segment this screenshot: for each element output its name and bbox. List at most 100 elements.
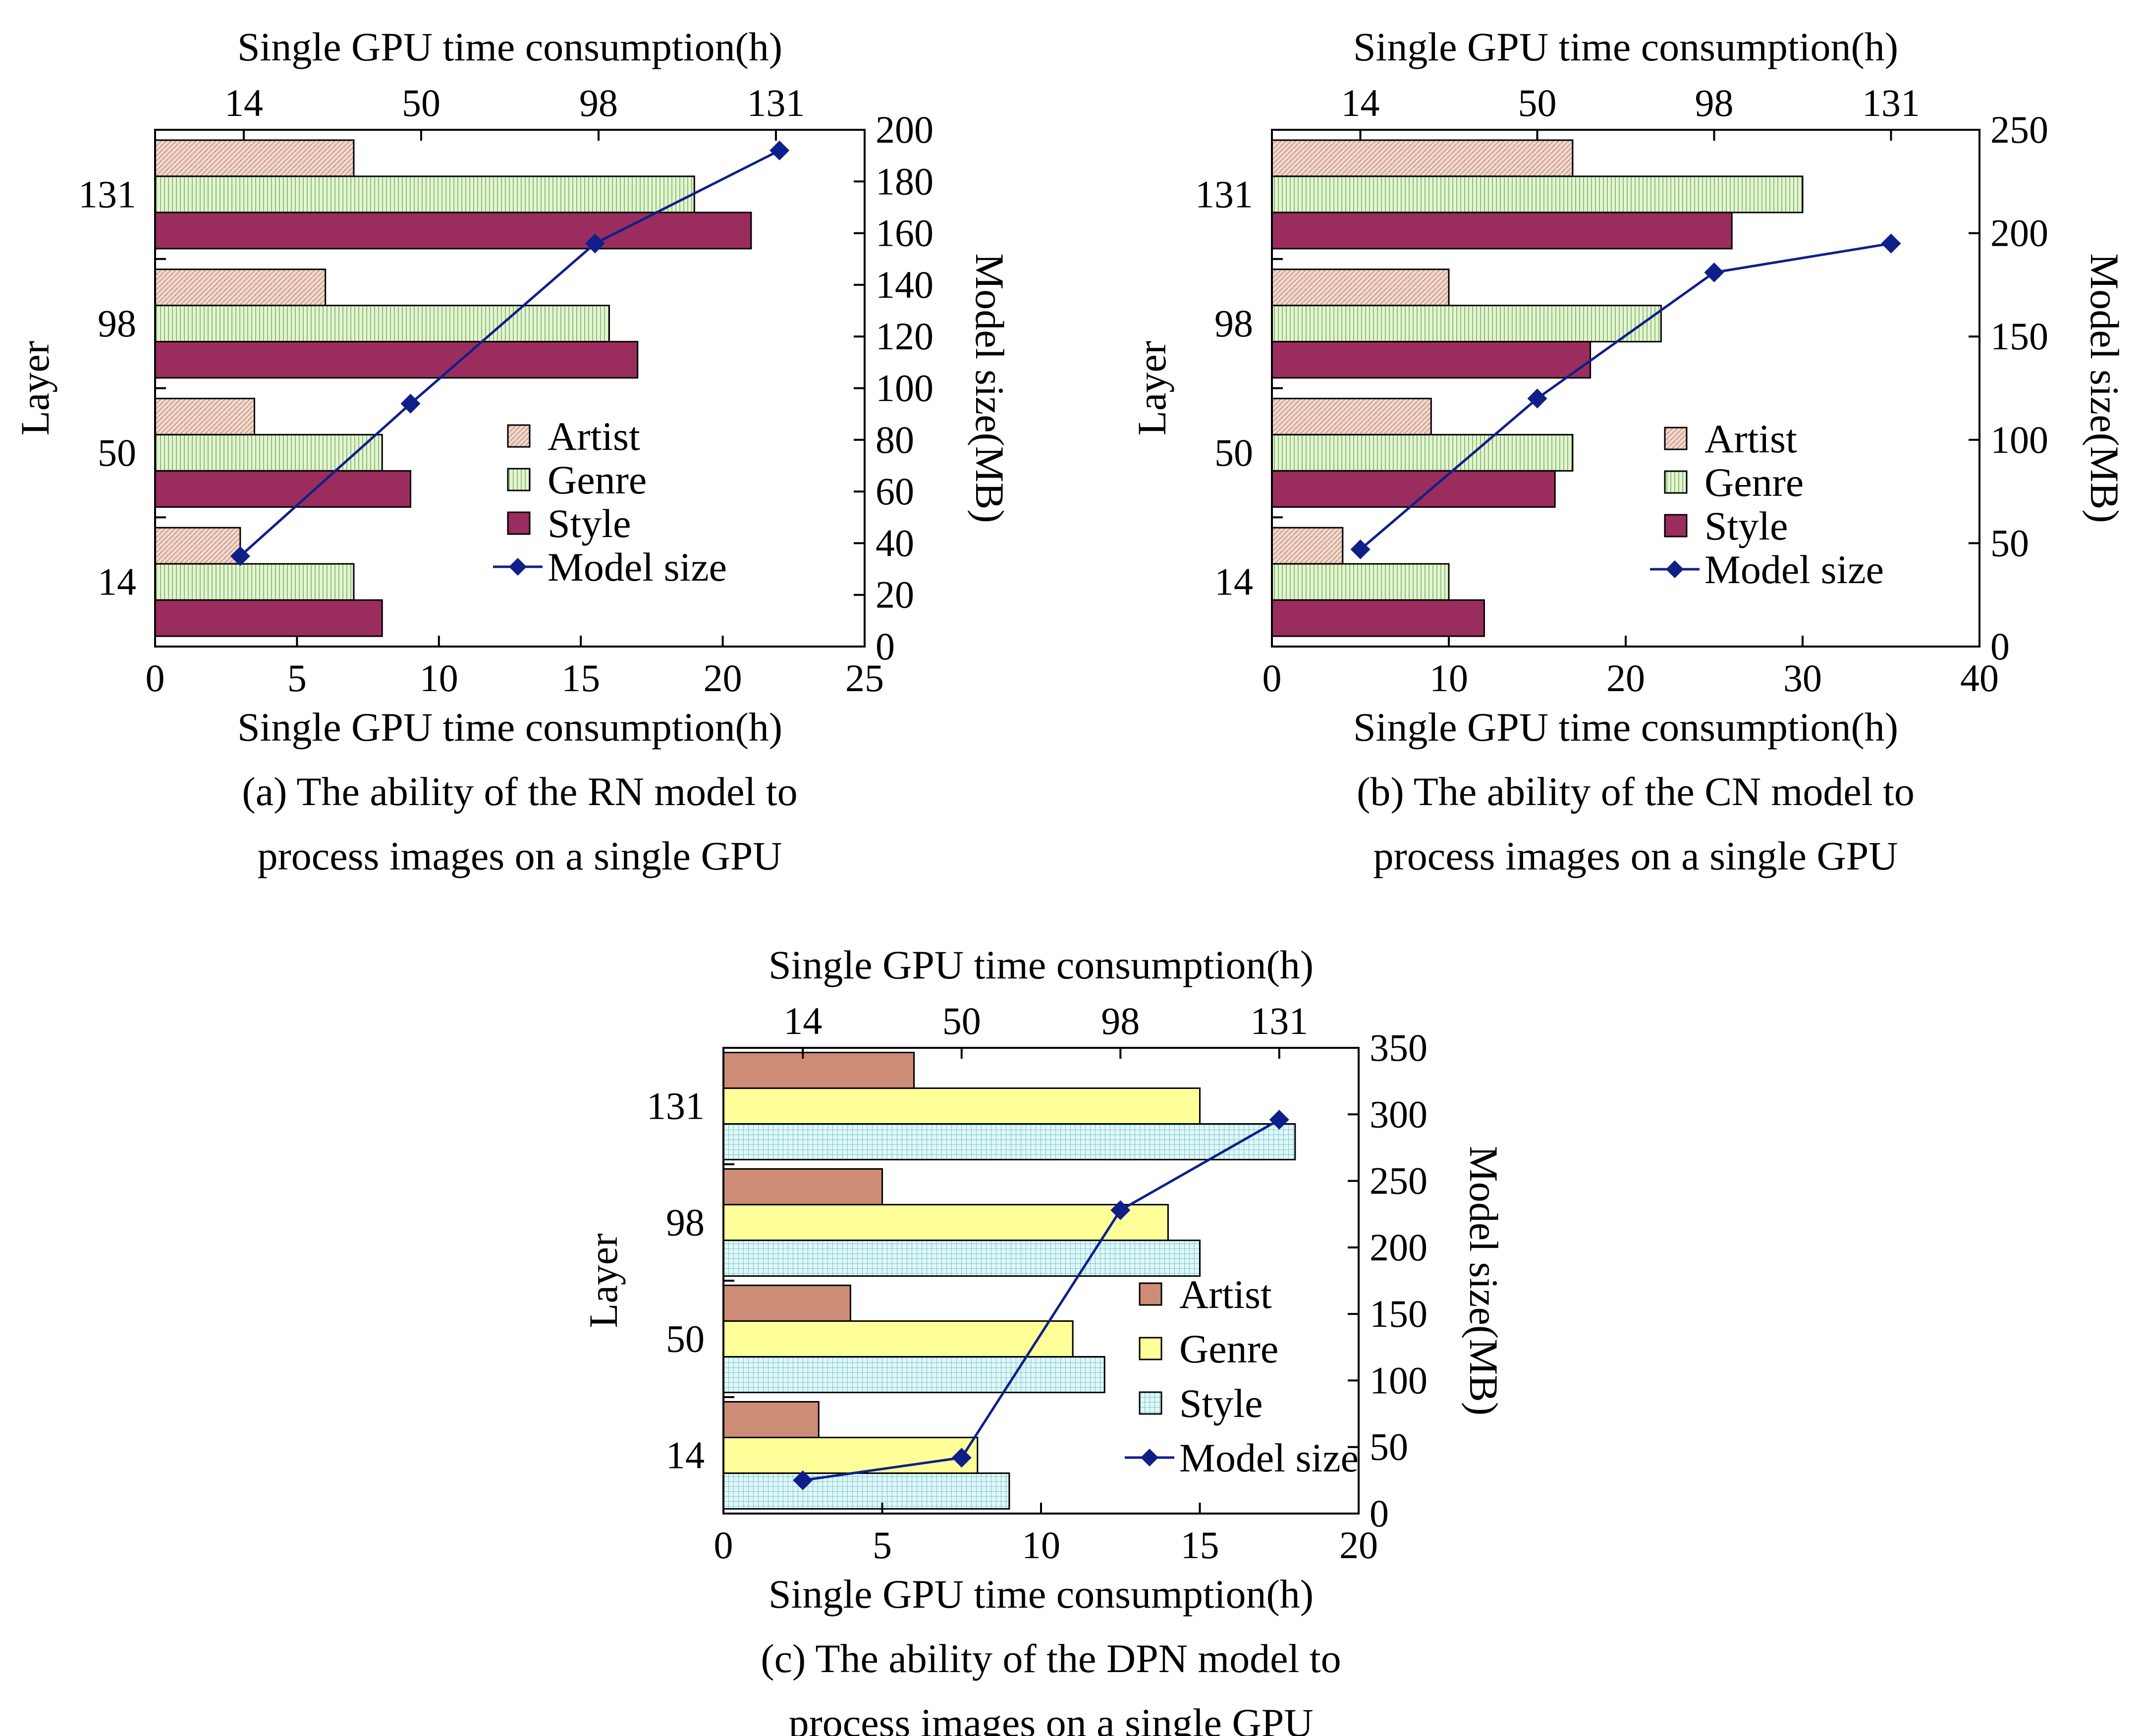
model-size-marker: [793, 1470, 813, 1490]
top-tick-label: 50: [1518, 81, 1557, 124]
legend-swatch-style: [1139, 1391, 1162, 1415]
y2-tick-label: 250: [1370, 1159, 1428, 1202]
y2-tick-label: 250: [1990, 108, 2048, 151]
top-tick-label: 98: [579, 81, 618, 124]
x-tick-label: 25: [845, 656, 884, 700]
x-tick-label: 20: [1339, 1523, 1378, 1567]
model-size-marker: [230, 546, 250, 566]
layer-tick-label: 14: [666, 1434, 705, 1477]
layer-tick-label: 14: [1214, 560, 1253, 603]
bar-style-50: [154, 470, 412, 508]
top-tick-label: 131: [747, 81, 805, 124]
layer-tick-label: 98: [98, 302, 136, 345]
top-tick-label: 14: [783, 999, 822, 1042]
bar-style-131: [722, 1123, 1296, 1161]
y2-axis-title: Model size(MB): [1461, 1146, 1506, 1415]
layer-tick-label: 14: [98, 560, 136, 603]
x-tick-label: 10: [420, 656, 458, 700]
top-tick-label: 14: [224, 81, 263, 124]
x-tick-label: 40: [1960, 656, 1999, 700]
model-size-marker: [1527, 388, 1547, 409]
legend-label-genre: Genre: [548, 457, 647, 502]
bar-artist-131: [1271, 139, 1574, 177]
bar-style-14: [1271, 599, 1485, 637]
bar-style-131: [154, 212, 752, 250]
legend-label-artist: Artist: [1704, 416, 1797, 461]
bar-genre-14: [1271, 563, 1450, 601]
y-axis-title: Layer: [581, 1233, 626, 1328]
top-tick-label: 14: [1341, 81, 1380, 124]
top-tick-label: 50: [402, 81, 440, 124]
y2-tick-label: 160: [876, 212, 934, 255]
legend-label-genre: Genre: [1704, 460, 1804, 505]
bar-style-14: [722, 1472, 1010, 1510]
y2-tick-label: 200: [1990, 212, 2048, 255]
layer-tick-label: 131: [647, 1085, 705, 1128]
bar-genre-98: [1271, 305, 1662, 343]
model-size-marker: [1269, 1110, 1289, 1130]
bar-style-98: [722, 1240, 1201, 1277]
legend-swatch-style: [1664, 514, 1688, 538]
top-tick-label: 98: [1101, 999, 1140, 1042]
x-axis-title: Single GPU time consumption(h): [237, 705, 782, 750]
bar-style-14: [154, 599, 383, 637]
legend-label-genre: Genre: [1179, 1326, 1278, 1371]
legend-swatch-artist: [1139, 1282, 1162, 1306]
bar-artist-98: [722, 1168, 883, 1205]
y2-tick-label: 200: [1370, 1226, 1428, 1269]
bar-style-131: [1271, 212, 1733, 250]
legend-swatch-genre: [1664, 470, 1688, 494]
y2-tick-label: 100: [876, 367, 934, 410]
y2-tick-label: 60: [876, 470, 914, 513]
bar-artist-14: [154, 527, 241, 565]
legend-swatch-style: [507, 511, 531, 535]
model-size-marker: [585, 233, 605, 254]
bar-genre-14: [722, 1436, 979, 1474]
bar-style-50: [722, 1356, 1105, 1394]
y2-tick-label: 120: [876, 315, 934, 358]
layer-tick-label: 50: [1214, 431, 1253, 474]
bar-genre-14: [154, 563, 355, 601]
bar-artist-131: [722, 1051, 915, 1089]
y2-tick-label: 150: [1990, 315, 2048, 358]
top-axis-title: Single GPU time consumption(h): [769, 942, 1314, 987]
bar-artist-14: [722, 1401, 820, 1438]
bar-genre-131: [154, 175, 695, 214]
top-tick-label: 98: [1695, 81, 1734, 124]
chart-panel-b: 0 10 20 30 40 14 50 98 131 14 50 98 131 0 50 100 150 200 2…: [1129, 24, 2127, 878]
x-tick-label: 5: [873, 1523, 892, 1567]
y-axis-title: Layer: [12, 341, 57, 435]
legend-label-artist: Artist: [548, 414, 640, 459]
x-tick-label: 15: [561, 656, 600, 700]
model-size-marker: [1350, 539, 1371, 559]
chart-panel-c: 0 5 10 15 20 14 50 98 131 14 50 98 131 0 50 100 150 200 25…: [581, 942, 1506, 1736]
y2-tick-label: 50: [1370, 1425, 1408, 1468]
legend-marker-model-size: [1141, 1449, 1158, 1466]
x-tick-label: 15: [1181, 1523, 1219, 1567]
bar-genre-98: [722, 1203, 1169, 1242]
y2-tick-label: 50: [1990, 521, 2029, 564]
y2-tick-label: 100: [1990, 418, 2048, 461]
legend-label-artist: Artist: [1179, 1272, 1272, 1317]
bar-artist-131: [154, 139, 355, 177]
legend-label-model-size: Model size: [1179, 1435, 1359, 1480]
y2-tick-label: 20: [876, 573, 914, 616]
x-axis-title: Single GPU time consumption(h): [769, 1572, 1314, 1617]
bar-artist-50: [722, 1284, 851, 1322]
y2-tick-label: 80: [876, 418, 914, 461]
layer-tick-label: 131: [78, 172, 136, 216]
bar-artist-98: [154, 269, 327, 307]
y2-tick-label: 180: [876, 160, 934, 203]
legend-marker-model-size: [1666, 560, 1684, 578]
x-tick-label: 30: [1783, 656, 1822, 700]
bar-genre-131: [1271, 175, 1804, 214]
bar-artist-98: [1271, 269, 1450, 307]
x-tick-label: 5: [287, 656, 307, 700]
layer-tick-label: 50: [666, 1317, 705, 1360]
legend-swatch-genre: [1139, 1337, 1162, 1360]
bar-style-50: [1271, 470, 1556, 508]
y2-tick-label: 300: [1370, 1092, 1428, 1136]
y2-tick-label: 0: [1990, 625, 2010, 668]
model-size-line: [802, 1118, 1280, 1482]
x-tick-label: 20: [704, 656, 742, 700]
